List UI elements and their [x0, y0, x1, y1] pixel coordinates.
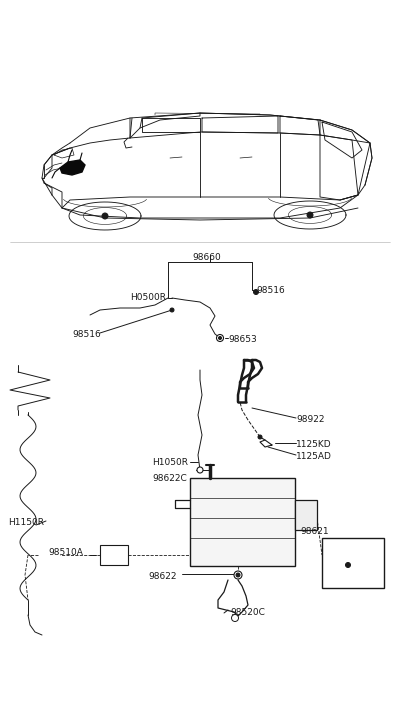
Text: 98922: 98922 [295, 415, 324, 424]
Text: H0500R: H0500R [130, 293, 166, 302]
Text: H1050R: H1050R [152, 458, 188, 467]
Text: 98622: 98622 [148, 572, 176, 581]
Circle shape [235, 573, 239, 577]
Text: 98660: 98660 [192, 253, 220, 262]
Circle shape [196, 467, 203, 473]
Circle shape [233, 571, 241, 579]
Bar [100, 545, 128, 565]
Text: 98653: 98653 [227, 335, 256, 344]
Text: 1125GB: 1125GB [325, 543, 364, 553]
Text: 98510A: 98510A [48, 548, 83, 557]
Circle shape [218, 337, 221, 340]
Circle shape [306, 212, 312, 218]
Text: 98621: 98621 [299, 527, 328, 536]
Text: 98516: 98516 [72, 330, 101, 339]
Circle shape [344, 563, 350, 568]
Text: 98520C: 98520C [229, 608, 264, 617]
Circle shape [102, 213, 108, 219]
Bar [294, 500, 316, 530]
Text: 1125KD: 1125KD [295, 440, 331, 449]
Polygon shape [60, 160, 85, 175]
Text: H1150R: H1150R [8, 518, 44, 527]
Circle shape [170, 308, 174, 312]
Text: 98516: 98516 [255, 286, 284, 295]
Circle shape [216, 334, 223, 342]
Text: 1125AD: 1125AD [295, 452, 331, 461]
Circle shape [231, 614, 238, 622]
Text: 98622C: 98622C [152, 474, 186, 483]
Circle shape [257, 435, 261, 439]
Bar [190, 478, 294, 566]
Circle shape [253, 289, 258, 294]
Bar [321, 538, 383, 588]
